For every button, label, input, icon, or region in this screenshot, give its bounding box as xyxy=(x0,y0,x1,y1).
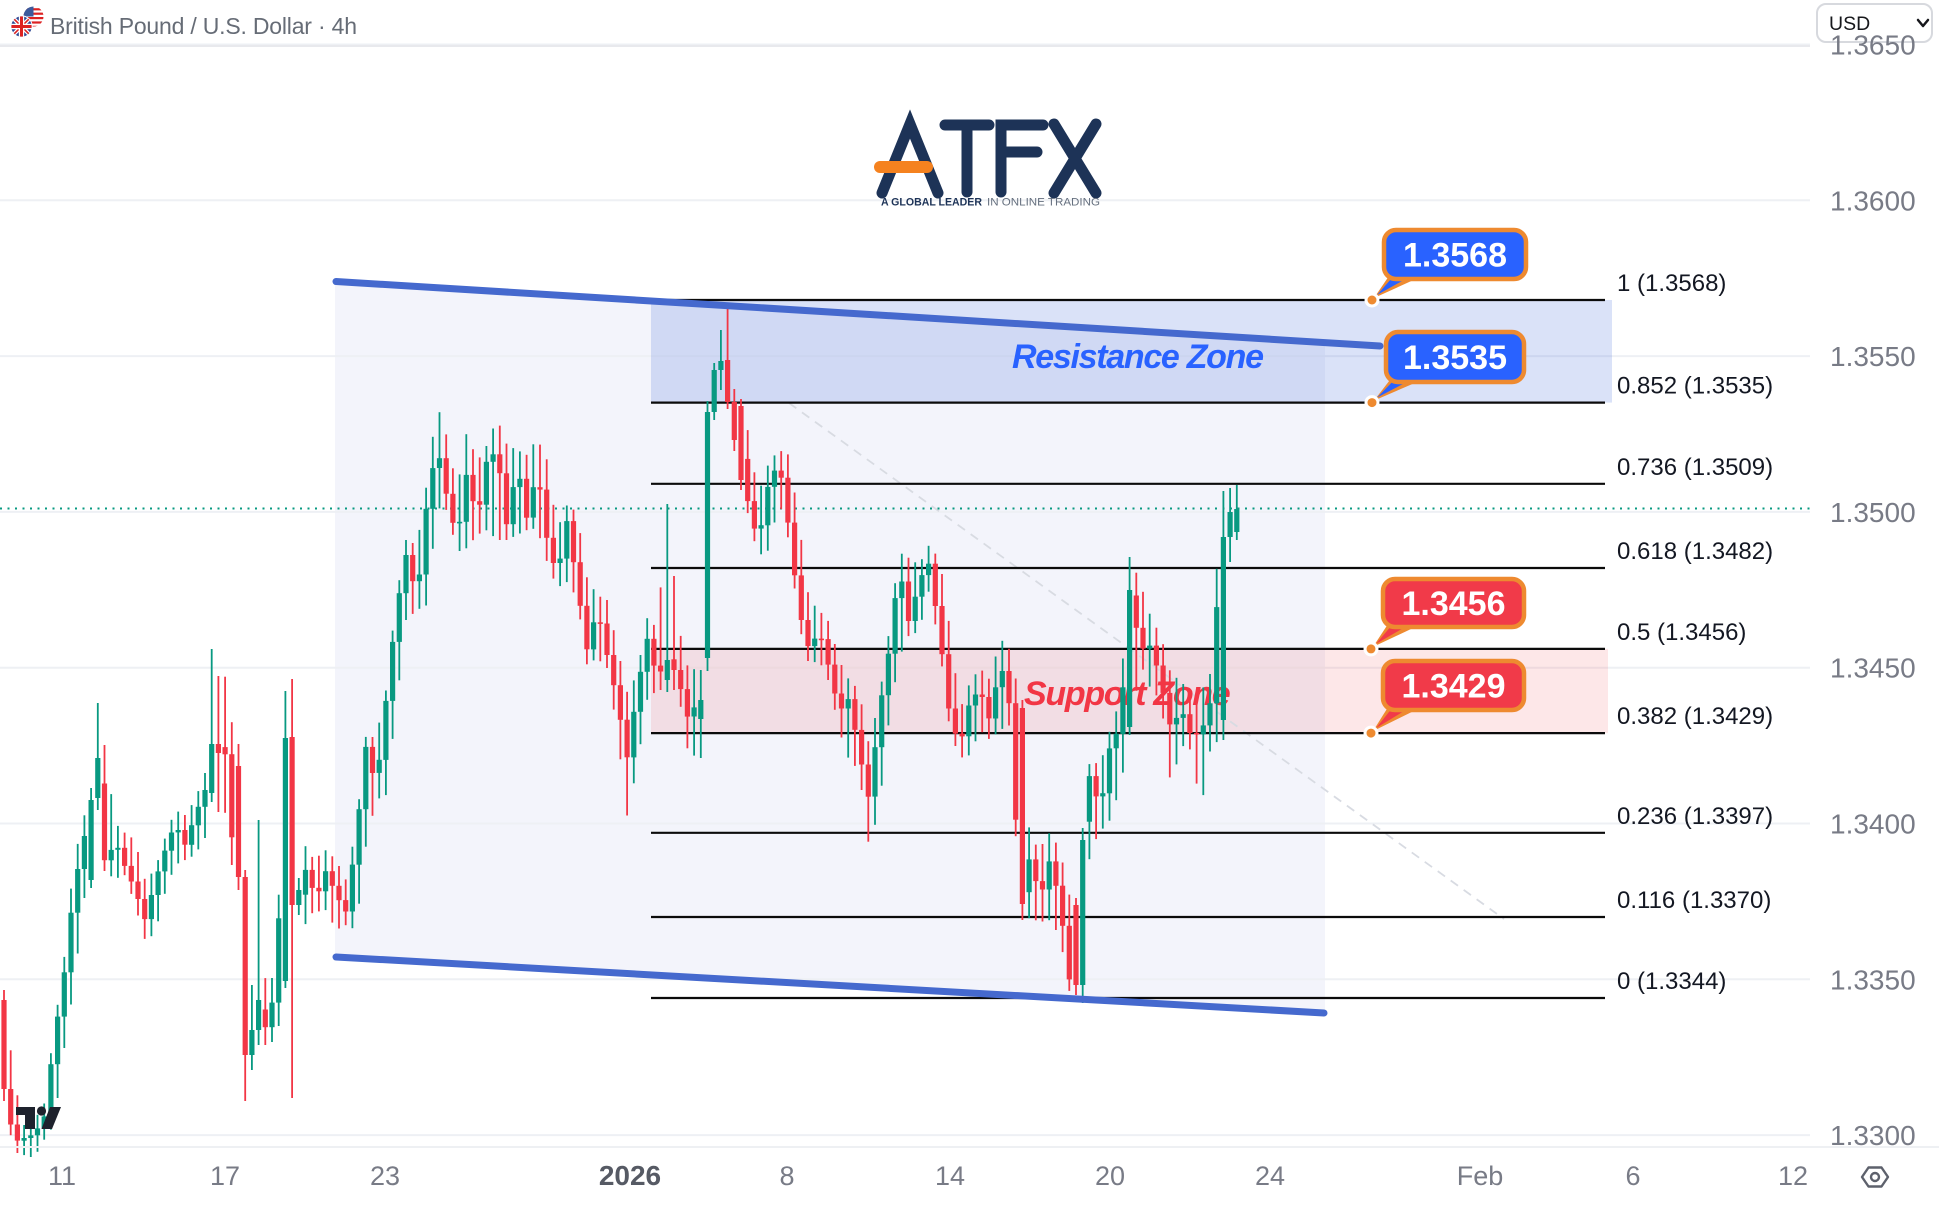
svg-text:0.5 (1.3456): 0.5 (1.3456) xyxy=(1617,619,1746,646)
svg-text:1.3456: 1.3456 xyxy=(1402,585,1506,623)
svg-text:1.3568: 1.3568 xyxy=(1403,237,1507,275)
svg-text:1.3350: 1.3350 xyxy=(1830,964,1916,995)
svg-text:0 (1.3344): 0 (1.3344) xyxy=(1617,968,1726,995)
svg-text:12: 12 xyxy=(1778,1161,1808,1191)
svg-text:14: 14 xyxy=(935,1161,965,1191)
svg-text:8: 8 xyxy=(779,1161,794,1191)
svg-text:1.3535: 1.3535 xyxy=(1403,339,1507,377)
svg-text:1.3650: 1.3650 xyxy=(1830,30,1916,61)
svg-text:1.3400: 1.3400 xyxy=(1830,809,1916,840)
svg-text:1.3500: 1.3500 xyxy=(1830,497,1916,528)
svg-text:0.236 (1.3397): 0.236 (1.3397) xyxy=(1617,803,1773,830)
svg-text:British Pound / U.S. Dollar ·: British Pound / U.S. Dollar · 4h xyxy=(50,13,357,39)
svg-text:20: 20 xyxy=(1095,1161,1125,1191)
svg-text:0.382 (1.3429): 0.382 (1.3429) xyxy=(1617,703,1773,730)
svg-text:17: 17 xyxy=(210,1161,240,1191)
svg-text:1.3429: 1.3429 xyxy=(1402,668,1506,706)
svg-text:1.3300: 1.3300 xyxy=(1830,1120,1916,1151)
svg-text:11: 11 xyxy=(48,1161,76,1191)
svg-text:0.736 (1.3509): 0.736 (1.3509) xyxy=(1617,454,1773,481)
svg-text:1 (1.3568): 1 (1.3568) xyxy=(1617,270,1726,297)
svg-text:23: 23 xyxy=(370,1161,400,1191)
svg-text:0.116 (1.3370): 0.116 (1.3370) xyxy=(1617,887,1771,914)
svg-text:IN ONLINE TRADING: IN ONLINE TRADING xyxy=(987,197,1100,209)
svg-text:Resistance Zone: Resistance Zone xyxy=(1012,338,1263,376)
svg-text:1.3450: 1.3450 xyxy=(1830,653,1916,684)
svg-text:24: 24 xyxy=(1255,1161,1285,1191)
svg-text:0.852 (1.3535): 0.852 (1.3535) xyxy=(1617,373,1773,400)
svg-text:A GLOBAL LEADER: A GLOBAL LEADER xyxy=(881,197,982,209)
svg-text:2026: 2026 xyxy=(599,1160,661,1191)
svg-text:0.618 (1.3482): 0.618 (1.3482) xyxy=(1617,538,1773,565)
svg-text:Feb: Feb xyxy=(1457,1161,1504,1191)
svg-text:Support Zone: Support Zone xyxy=(1024,675,1230,713)
svg-text:6: 6 xyxy=(1625,1161,1640,1191)
svg-text:1.3550: 1.3550 xyxy=(1830,341,1916,372)
svg-text:USD: USD xyxy=(1829,13,1870,35)
svg-text:1.3600: 1.3600 xyxy=(1830,185,1916,216)
